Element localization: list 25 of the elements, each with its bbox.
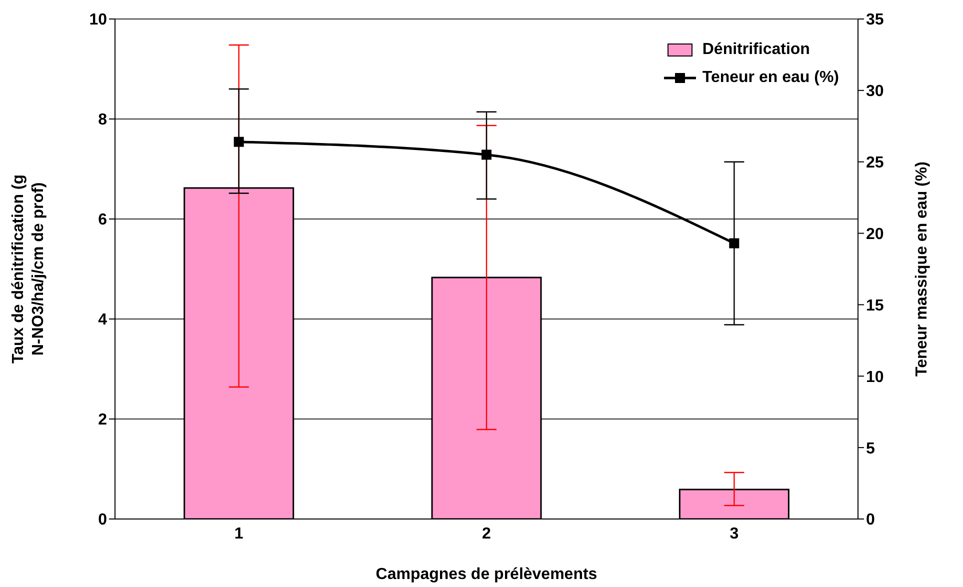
point: [482, 150, 492, 160]
x-tick-label: 3: [730, 525, 739, 542]
x-axis-title: Campagnes de prélèvements: [376, 566, 598, 583]
y2-tick-label: 10: [866, 368, 884, 386]
y2-tick-label: 30: [866, 83, 884, 100]
y-tick-label: 2: [98, 412, 108, 429]
x-tick-label: 2: [482, 525, 492, 542]
y-tick-label: 4: [98, 312, 108, 329]
y-axis-title: Taux de dénitrification (g N-NO3/ha/j/cm de prof): [10, 174, 47, 364]
y2-tick-label: 20: [866, 226, 884, 243]
y2-tick-label: 25: [866, 154, 884, 172]
y-tick-label: 10: [89, 12, 108, 29]
legend-label: Teneur en eau (%): [702, 68, 839, 88]
x-tick-label: 1: [234, 525, 244, 542]
y2-tick-label: 5: [866, 440, 875, 458]
y2-tick-label: 15: [866, 297, 884, 314]
y-tick-label: 0: [98, 512, 108, 529]
y-tick-label: 8: [98, 112, 108, 129]
point: [729, 238, 740, 248]
y2-axis-title: Teneur massique en eau (%): [914, 162, 931, 376]
point: [234, 136, 244, 147]
legend-label: Dénitrification: [702, 40, 810, 60]
y-tick-label: 6: [98, 212, 108, 229]
y2-tick-label: 0: [866, 512, 875, 529]
y2-tick-label: 35: [866, 12, 884, 29]
